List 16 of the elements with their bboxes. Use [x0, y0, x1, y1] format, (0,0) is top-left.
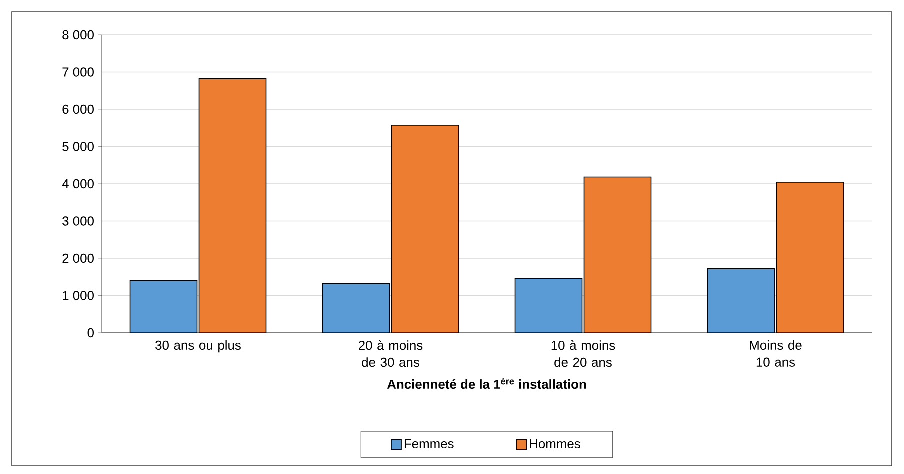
x-tick-label: Moins de 10 ans	[750, 340, 802, 367]
x-tick-label: 10 à moins de 20 ans	[552, 340, 616, 368]
y-tick-label: 4 000	[62, 179, 94, 189]
y-tick-label: 3 000	[62, 216, 94, 226]
x-tick-label: 20 à moins de 30 ans	[359, 340, 423, 368]
legend-label: Hommes	[530, 440, 580, 449]
y-tick-label: 1 000	[63, 291, 94, 300]
legend-label: Femmes	[404, 440, 454, 449]
y-tick-label: 7 000	[62, 68, 94, 77]
y-tick-label: 5 000	[62, 142, 94, 152]
y-tick-label: 6 000	[62, 104, 94, 114]
x-axis-title: Ancienneté de la 1$^{ère}$ installation	[387, 378, 586, 390]
y-tick-label: 2 000	[62, 254, 94, 264]
y-tick-label: 8 000	[62, 30, 94, 40]
x-tick-label: 30 ans ou plus	[156, 340, 241, 353]
y-tick-label: 0	[88, 328, 94, 338]
